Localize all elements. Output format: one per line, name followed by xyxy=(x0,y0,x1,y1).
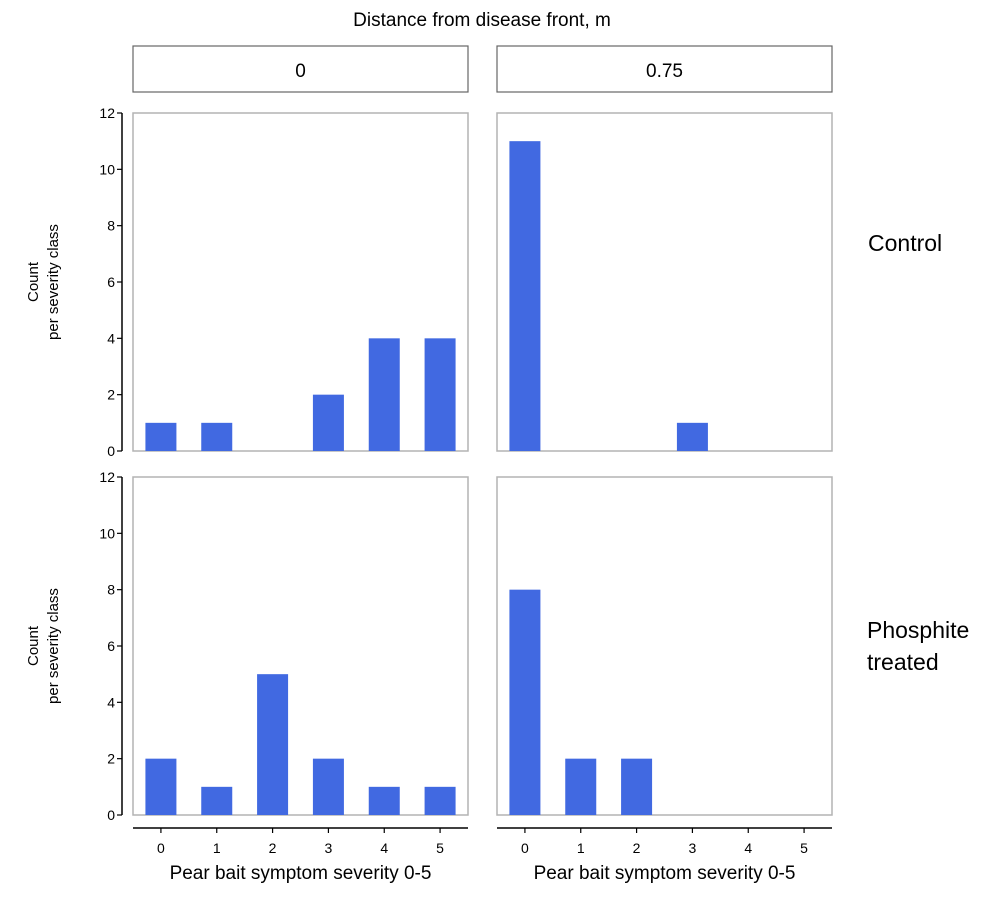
y-tick-label-0-8: 8 xyxy=(107,218,115,234)
x-tick-label-1-1: 1 xyxy=(577,840,585,856)
row-label-1: Phosphite treated xyxy=(867,617,969,675)
y-tick-label-1-12: 12 xyxy=(99,469,115,485)
y-tick-label-0-6: 6 xyxy=(107,274,115,290)
panel-0-1 xyxy=(496,112,833,452)
y-tick-label-1-10: 10 xyxy=(99,525,115,541)
y-tick-label-1-6: 6 xyxy=(107,638,115,654)
bar-0-1-3 xyxy=(676,422,708,451)
bar-1-0-4 xyxy=(368,786,400,815)
bar-0-0-3 xyxy=(312,394,344,451)
x-axis-title-0: Pear bait symptom severity 0-5 xyxy=(170,863,432,884)
x-tick-label-1-2: 2 xyxy=(633,840,641,856)
bar-0-1-0 xyxy=(509,141,541,451)
y-tick-label-0-12: 12 xyxy=(99,105,115,121)
bar-0-0-5 xyxy=(424,338,456,451)
y-axis-title-line-1-1: per severity class xyxy=(45,588,62,704)
facet-title: Distance from disease front, m xyxy=(353,10,611,31)
y-tick-label-1-0: 0 xyxy=(107,807,115,823)
x-tick-label-0-2: 2 xyxy=(269,840,277,856)
column-strip-0 xyxy=(132,45,469,93)
bar-1-0-3 xyxy=(312,758,344,815)
x-tick-label-0-5: 5 xyxy=(436,840,444,856)
y-tick-label-0-10: 10 xyxy=(99,161,115,177)
bar-0-0-4 xyxy=(368,338,400,451)
column-strip-label-1: 0.75 xyxy=(646,61,683,82)
column-strip-label-0: 0 xyxy=(295,61,306,82)
y-axis-title-1: Count per severity class xyxy=(25,588,62,704)
panel-0-0 xyxy=(132,112,469,452)
bar-1-0-0 xyxy=(145,758,177,815)
y-axis-title-line-1-0: Count xyxy=(25,625,42,666)
row-label-1-line-0: Phosphite xyxy=(867,617,969,643)
row-label-1-line-1: treated xyxy=(867,649,939,675)
x-tick-label-1-0: 0 xyxy=(521,840,529,856)
y-tick-label-1-4: 4 xyxy=(107,694,115,710)
x-tick-label-0-1: 1 xyxy=(213,840,221,856)
x-tick-label-0-0: 0 xyxy=(157,840,165,856)
x-tick-label-0-3: 3 xyxy=(325,840,333,856)
bar-0-0-0 xyxy=(145,422,177,451)
y-axis-title-line-0-0: Count xyxy=(25,261,42,302)
bar-0-0-1 xyxy=(201,422,233,451)
column-strip-1 xyxy=(496,45,833,93)
y-tick-label-1-8: 8 xyxy=(107,582,115,598)
y-tick-label-0-0: 0 xyxy=(107,443,115,459)
bar-1-0-5 xyxy=(424,786,456,815)
x-tick-label-0-4: 4 xyxy=(380,840,388,856)
x-tick-label-1-4: 4 xyxy=(744,840,752,856)
panel-1-0 xyxy=(132,476,469,816)
row-label-0: Control xyxy=(868,230,942,256)
bar-1-1-2 xyxy=(621,758,653,815)
y-axis-title-0: Count per severity class xyxy=(25,224,62,340)
bar-1-0-2 xyxy=(257,674,289,815)
y-tick-label-0-4: 4 xyxy=(107,330,115,346)
x-tick-label-1-3: 3 xyxy=(689,840,697,856)
y-tick-label-1-2: 2 xyxy=(107,751,115,767)
panel-1-1 xyxy=(496,476,833,816)
x-axis-title-1: Pear bait symptom severity 0-5 xyxy=(534,863,796,884)
bar-1-1-0 xyxy=(509,589,541,815)
y-axis-title-line-0-1: per severity class xyxy=(45,224,62,340)
x-tick-label-1-5: 5 xyxy=(800,840,808,856)
bar-1-0-1 xyxy=(201,786,233,815)
y-tick-label-0-2: 2 xyxy=(107,387,115,403)
bar-1-1-1 xyxy=(565,758,597,815)
